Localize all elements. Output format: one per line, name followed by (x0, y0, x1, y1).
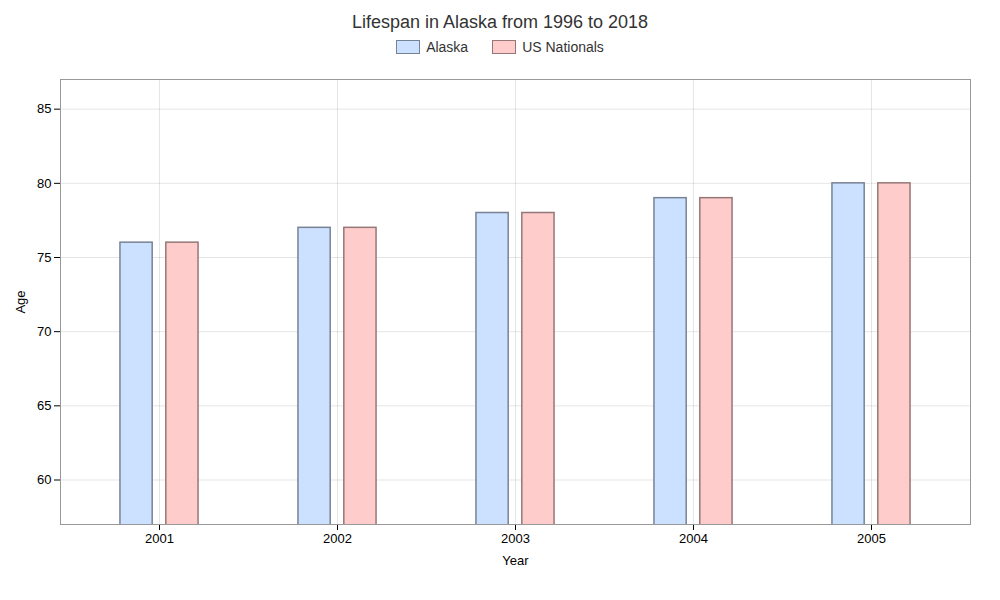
svg-text:70: 70 (37, 324, 51, 339)
svg-text:2004: 2004 (679, 531, 708, 546)
svg-text:Year: Year (502, 553, 529, 568)
svg-text:Age: Age (13, 290, 28, 313)
svg-text:85: 85 (37, 101, 51, 116)
svg-text:2003: 2003 (501, 531, 530, 546)
html-text:Lifespan in Alaska from 1996 t: Lifespan in Alaska from 1996 to 2018 (351, 12, 649, 32)
html-text:Alaska: Alaska (426, 39, 469, 55)
svg-text:65: 65 (37, 398, 51, 413)
svg-text:2005: 2005 (857, 531, 886, 546)
svg-text:80: 80 (37, 175, 51, 190)
svg-text:75: 75 (37, 250, 51, 265)
svg-text:2001: 2001 (145, 531, 174, 546)
svg-text:60: 60 (37, 472, 51, 487)
html-text:US Nationals: US Nationals (522, 39, 604, 55)
svg-text:2002: 2002 (323, 531, 352, 546)
